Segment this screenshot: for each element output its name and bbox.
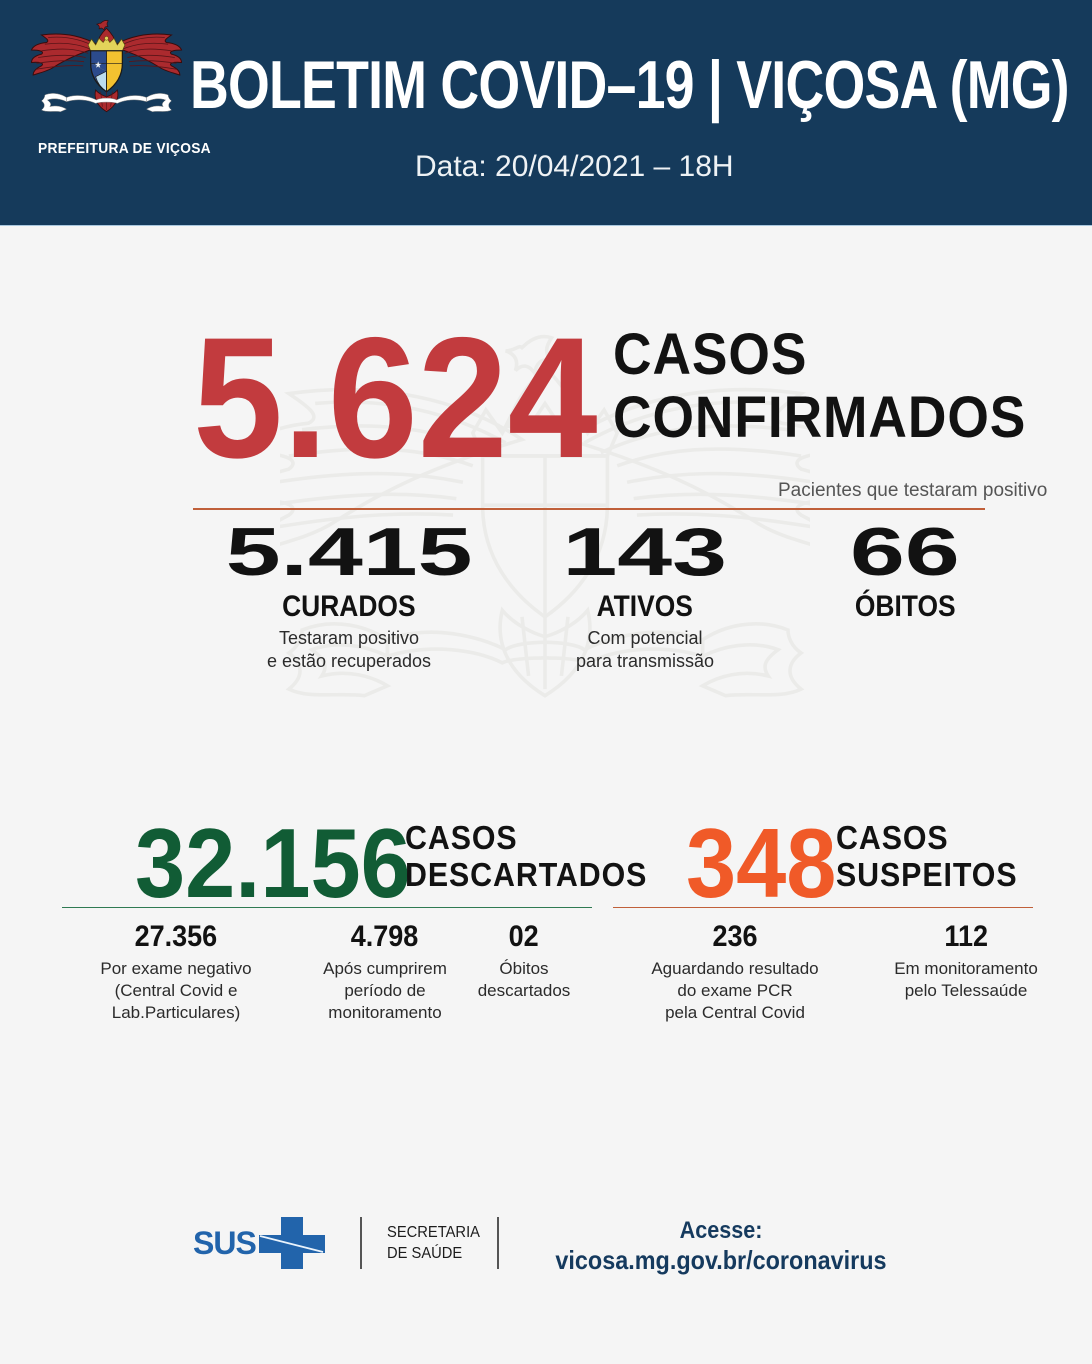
svg-text:SUS: SUS	[193, 1225, 256, 1261]
